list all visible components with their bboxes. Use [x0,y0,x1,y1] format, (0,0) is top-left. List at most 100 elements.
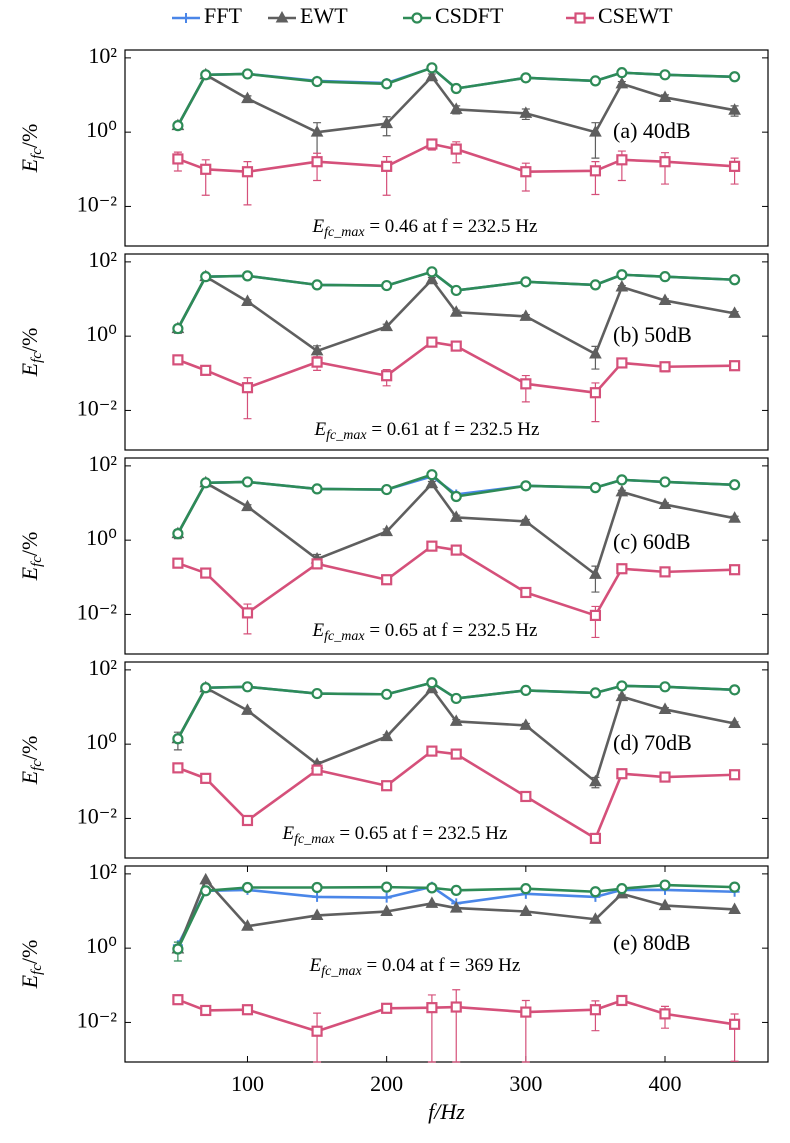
series-line [176,473,735,535]
y-tick-label: 10⁰ [86,321,117,346]
marker [380,904,393,917]
marker [589,886,602,898]
marker [658,702,672,714]
annotation-main: E [314,419,327,440]
x-axis-label: f/Hz [428,1099,465,1124]
marker [616,883,628,895]
marker [589,567,602,579]
marker [381,160,393,172]
y-tick-label: 10² [88,655,117,680]
marker [659,476,671,488]
marker [728,71,741,83]
marker [311,279,323,291]
marker [574,12,586,24]
series-line [177,998,735,1033]
series-line [176,885,735,946]
marker [616,357,628,369]
marker [659,271,671,283]
marker [450,143,462,155]
marker [659,771,671,783]
marker [275,10,289,23]
y-tick-label: 10² [88,43,117,68]
marker [450,544,462,556]
series [172,677,741,745]
marker [425,476,439,489]
series-line [176,878,735,950]
marker [589,165,602,177]
series [172,879,741,962]
marker [381,279,393,292]
legend-label: CSDFT [435,3,504,28]
marker [200,163,212,175]
marker [450,340,462,352]
marker [616,474,628,486]
panel-label: (d) 70dB [613,730,692,755]
marker [589,75,602,87]
y-axis-label: Efc/% [17,940,45,990]
marker [311,687,323,700]
marker [381,574,393,586]
marker [172,354,184,366]
marker [241,499,254,512]
y-tick-label: 10⁰ [86,525,117,550]
y-tick-label: 10⁻² [77,599,118,624]
marker [311,881,323,894]
marker [519,904,533,917]
marker [380,524,393,537]
marker [241,919,254,931]
marker [616,269,628,281]
marker [241,1004,254,1016]
y-label-main: E [17,974,42,989]
marker [728,479,741,491]
marker [615,280,629,292]
annotation-rest: = 0.65 at f = 232.5 Hz [335,823,508,844]
marker [728,274,741,286]
marker [172,762,184,774]
marker [449,102,463,114]
marker [310,125,324,137]
marker [449,510,463,522]
marker [425,69,439,82]
marker [311,764,323,776]
marker [449,714,463,726]
plot-frame [124,661,769,859]
panel-label: (e) 80dB [613,930,691,955]
marker [449,901,463,913]
y-axis-label: Efc/% [17,532,45,582]
marker [380,116,393,129]
marker [426,745,438,757]
marker [728,684,741,696]
marker [381,1002,393,1014]
series-line [176,686,735,784]
annotation: Efc_max = 0.65 at f = 232.5 Hz [282,823,508,847]
series [172,989,741,1063]
y-tick-label: 10⁰ [86,117,117,142]
series [172,62,741,132]
marker [381,78,393,90]
y-label-main: E [17,362,42,377]
marker [311,483,323,495]
marker [728,360,741,372]
marker [659,879,671,891]
marker [450,692,462,705]
marker [589,346,602,359]
marker [425,896,439,908]
series-line [176,481,735,576]
marker [172,120,184,132]
marker [381,483,393,496]
marker [520,586,532,599]
y-label-rest: /% [17,328,42,352]
marker [310,343,324,356]
series [172,745,741,844]
marker [181,13,191,23]
marker [426,138,438,150]
marker [519,309,533,321]
marker [615,484,629,497]
marker [200,1004,212,1017]
series-line [176,883,735,950]
marker [200,271,212,283]
marker [241,814,254,827]
marker [616,154,628,166]
y-axis-label: Efc/% [17,124,45,174]
